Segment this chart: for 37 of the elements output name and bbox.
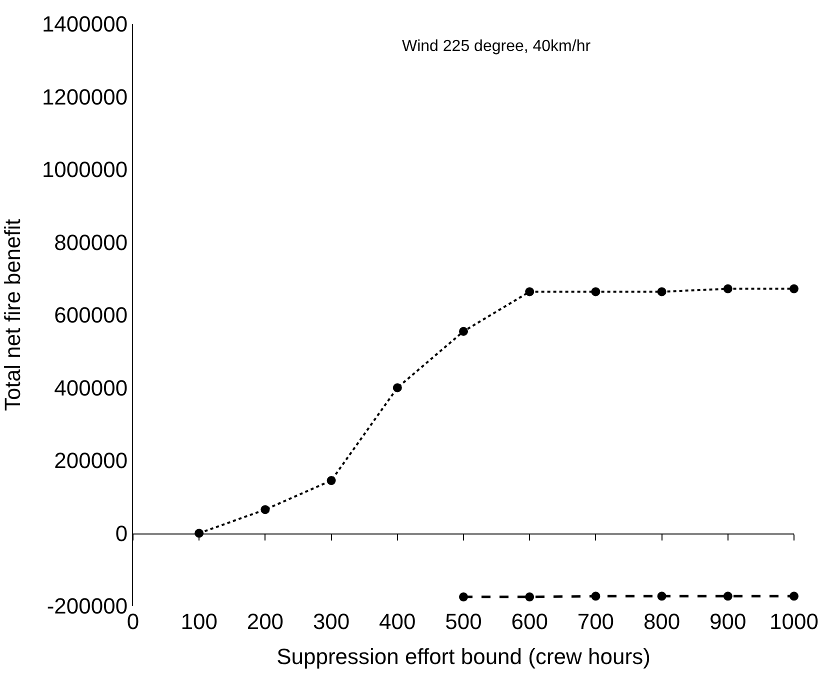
y-tick-label: 1400000 [42,12,128,37]
y-tick-label: -200000 [46,594,128,619]
point [591,592,600,601]
x-tick-label: 400 [379,609,416,634]
x-tick-label: 600 [511,609,548,634]
y-tick-label: 1200000 [42,84,128,110]
x-tick-label: 1000 [770,609,818,634]
point [723,284,732,294]
y-tick-label: 400000 [54,375,128,400]
point [723,592,732,601]
x-tick-label: 900 [710,609,746,634]
x-tick-label: 800 [643,609,680,634]
y-tick-label: 0 [115,520,128,546]
point [591,287,600,296]
point [459,326,468,336]
y-tick-label: 1000000 [42,157,128,182]
y-axis-title: Total net fire benefit [0,218,25,412]
x-tick-label: 300 [312,609,350,634]
x-tick-label: 500 [445,609,482,634]
point [790,592,798,601]
x-tick-label: 200 [246,609,284,634]
point [525,287,534,296]
annotation: Wind 225 degree, 40km/hr [402,38,592,55]
y-tick-label: 600000 [54,302,128,328]
x-axis-title: Suppression effort bound (crew hours) [276,644,650,669]
point [657,592,666,601]
y-tick-label: 200000 [54,448,128,474]
point [790,284,798,294]
y-tick-label: 800000 [54,230,128,255]
point [525,592,534,602]
point [459,592,468,602]
point [657,287,666,296]
x-tick-label: 100 [180,609,218,634]
point [260,505,270,514]
x-tick-label: 700 [577,609,614,634]
point [392,383,402,392]
point [326,476,336,486]
